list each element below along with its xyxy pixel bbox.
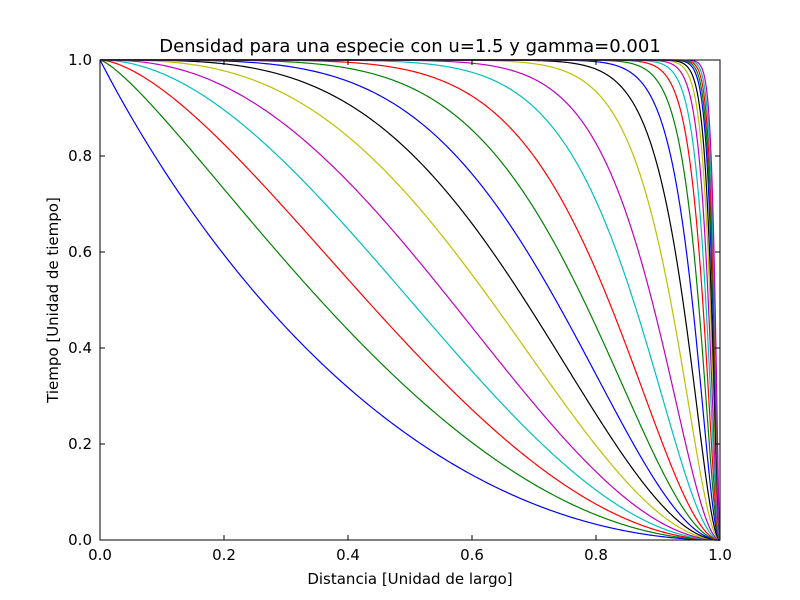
x-tick-label: 0.6 bbox=[460, 546, 484, 564]
y-tick-label: 0.0 bbox=[68, 531, 92, 549]
y-tick-label: 0.4 bbox=[68, 339, 92, 357]
y-tick-label: 0.2 bbox=[68, 435, 92, 453]
axis-ticks: 0.0 0.2 0.4 0.6 0.8 1.0 0.0 0.2 0.4 0.6 0.8 1.0 bbox=[68, 51, 732, 564]
x-tick-label: 0.0 bbox=[88, 546, 112, 564]
chart-title: Densidad para una especie con u=1.5 y ga… bbox=[159, 36, 661, 57]
y-tick-label: 0.6 bbox=[68, 243, 92, 261]
plot-frame bbox=[99, 59, 721, 541]
x-axis-label: Distancia [Unidad de largo] bbox=[307, 570, 512, 588]
series-lines bbox=[99, 59, 721, 541]
series-line-6 bbox=[100, 59, 720, 541]
series-line-7 bbox=[100, 59, 720, 541]
x-tick-label: 0.4 bbox=[336, 546, 360, 564]
series-line-4 bbox=[99, 59, 720, 541]
x-tick-label: 0.8 bbox=[584, 546, 608, 564]
x-tick-label: 1.0 bbox=[708, 546, 732, 564]
y-tick-label: 1.0 bbox=[68, 51, 92, 69]
x-tick-label: 0.2 bbox=[212, 546, 236, 564]
series-line-9 bbox=[100, 59, 720, 541]
y-axis-label: Tiempo [Unidad de tiempo] bbox=[44, 197, 62, 404]
y-tick-label: 0.8 bbox=[68, 147, 92, 165]
series-line-8 bbox=[100, 59, 720, 541]
